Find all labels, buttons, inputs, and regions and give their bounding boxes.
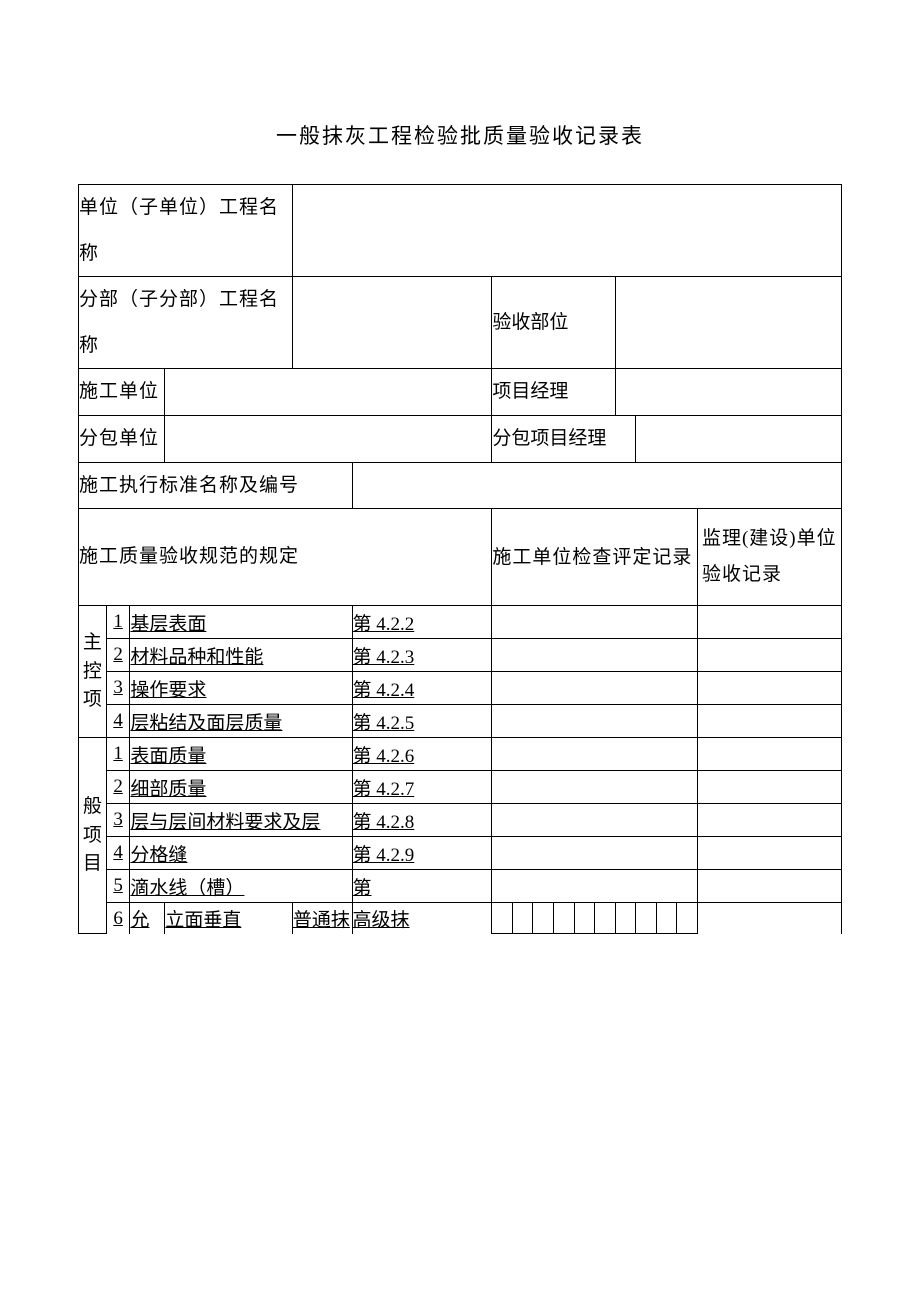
s2-r5-desc: 滴水线（槽）: [130, 870, 352, 903]
s2-r4-sup: [697, 837, 841, 870]
s1-r2-ref: 第 4.2.3: [352, 639, 492, 672]
spec-label: 施工质量验收规范的规定: [79, 509, 492, 606]
s2-r4-check: [492, 837, 698, 870]
s2-r6-b6: [595, 903, 616, 934]
s2-r5-sup: [697, 870, 841, 903]
supervisor-record-label: 监理(建设)单位验收记录: [697, 509, 841, 606]
s2-r3-check: [492, 804, 698, 837]
accept-dept-label: 验收部位: [492, 277, 615, 369]
subcontract-mgr-label: 分包项目经理: [492, 415, 636, 462]
s2-r2-n: 2: [106, 771, 130, 804]
s2-r1-n: 1: [106, 738, 130, 771]
s1-r3-check: [492, 672, 698, 705]
s2-r6-c1: 允: [130, 903, 165, 934]
check-record-label: 施工单位检查评定记录: [492, 509, 698, 606]
subcontract-unit-label: 分包单位: [79, 415, 165, 462]
section1-cat: 主控项: [79, 606, 107, 738]
s2-r6-n: 6: [106, 903, 130, 934]
s1-r1-ref: 第 4.2.2: [352, 606, 492, 639]
s2-r3-sup: [697, 804, 841, 837]
sub-project-value: [292, 277, 491, 369]
s2-r2-sup: [697, 771, 841, 804]
s1-r1-sup: [697, 606, 841, 639]
s1-r3-desc: 操作要求: [130, 672, 352, 705]
s2-r6-b9: [656, 903, 677, 934]
construct-unit-value: [165, 369, 492, 416]
s1-r4-sup: [697, 705, 841, 738]
s2-r4-n: 4: [106, 837, 130, 870]
accept-dept-value: [615, 277, 841, 369]
s2-r2-ref: 第 4.2.7: [352, 771, 492, 804]
sub-project-label: 分部（子分部）工程名称: [79, 277, 293, 369]
s2-r6-b10: [677, 903, 698, 934]
s1-r3-sup: [697, 672, 841, 705]
s1-r4-n: 4: [106, 705, 130, 738]
s2-r6-b5: [574, 903, 595, 934]
unit-project-label: 单位（子单位）工程名称: [79, 185, 293, 277]
s2-r1-ref: 第 4.2.6: [352, 738, 492, 771]
s2-r1-desc: 表面质量: [130, 738, 352, 771]
s2-r6-c4: 高级抹: [352, 903, 492, 934]
s1-r3-ref: 第 4.2.4: [352, 672, 492, 705]
s1-r2-n: 2: [106, 639, 130, 672]
project-mgr-value: [615, 369, 841, 416]
s1-r4-ref: 第 4.2.5: [352, 705, 492, 738]
s2-r6-b1: [492, 903, 513, 934]
std-value: [352, 462, 842, 509]
section2-cat: 般项目: [79, 738, 107, 934]
s2-r5-n: 5: [106, 870, 130, 903]
subcontract-unit-value: [165, 415, 492, 462]
s2-r6-c3: 普通抹: [292, 903, 352, 934]
s2-r6-b2: [512, 903, 533, 934]
s1-r2-check: [492, 639, 698, 672]
record-table: 单位（子单位）工程名称 分部（子分部）工程名称 验收部位 施工单位 项目经理 分…: [78, 184, 842, 934]
s2-r6-b4: [554, 903, 575, 934]
s1-r2-sup: [697, 639, 841, 672]
unit-project-value: [292, 185, 841, 277]
construct-unit-label: 施工单位: [79, 369, 165, 416]
s1-r1-n: 1: [106, 606, 130, 639]
subcontract-mgr-value: [636, 415, 842, 462]
s2-r6-b7: [615, 903, 636, 934]
s2-r3-ref: 第 4.2.8: [352, 804, 492, 837]
s2-r1-check: [492, 738, 698, 771]
s2-r6-b3: [533, 903, 554, 934]
s1-r3-n: 3: [106, 672, 130, 705]
s2-r2-desc: 细部质量: [130, 771, 352, 804]
s2-r6-c2: 立面垂直: [165, 903, 293, 934]
s2-r2-check: [492, 771, 698, 804]
s2-r6-sup: [697, 903, 841, 934]
page-title: 一般抹灰工程检验批质量验收记录表: [78, 120, 842, 150]
s2-r4-ref: 第 4.2.9: [352, 837, 492, 870]
s2-r6-b8: [636, 903, 657, 934]
s1-r4-check: [492, 705, 698, 738]
project-mgr-label: 项目经理: [492, 369, 615, 416]
s2-r3-n: 3: [106, 804, 130, 837]
s2-r5-ref: 第: [352, 870, 492, 903]
std-label: 施工执行标准名称及编号: [79, 462, 353, 509]
s2-r5-check: [492, 870, 698, 903]
s2-r1-sup: [697, 738, 841, 771]
s2-r4-desc: 分格缝: [130, 837, 352, 870]
s2-r3-desc: 层与层间材料要求及层: [130, 804, 352, 837]
s1-r2-desc: 材料品种和性能: [130, 639, 352, 672]
s1-r1-desc: 基层表面: [130, 606, 352, 639]
s1-r4-desc: 层粘结及面层质量: [130, 705, 352, 738]
s1-r1-check: [492, 606, 698, 639]
